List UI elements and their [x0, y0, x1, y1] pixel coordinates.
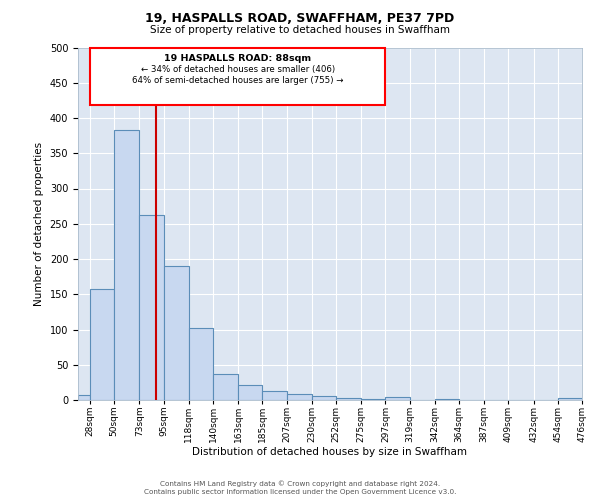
X-axis label: Distribution of detached houses by size in Swaffham: Distribution of detached houses by size …	[193, 448, 467, 458]
Bar	[78, 395, 90, 400]
Bar	[361, 398, 385, 400]
Bar	[262, 391, 287, 400]
Bar	[164, 266, 189, 400]
Text: 19, HASPALLS ROAD, SWAFFHAM, PE37 7PD: 19, HASPALLS ROAD, SWAFFHAM, PE37 7PD	[145, 12, 455, 26]
Bar	[385, 397, 410, 400]
Text: Size of property relative to detached houses in Swaffham: Size of property relative to detached ho…	[150, 25, 450, 35]
Text: ← 34% of detached houses are smaller (406): ← 34% of detached houses are smaller (40…	[141, 65, 335, 74]
Bar	[238, 385, 262, 400]
Text: Contains public sector information licensed under the Open Government Licence v3: Contains public sector information licen…	[144, 489, 456, 495]
Bar	[287, 394, 312, 400]
Bar	[114, 130, 139, 400]
Bar	[558, 398, 582, 400]
FancyBboxPatch shape	[90, 48, 385, 106]
Text: 64% of semi-detached houses are larger (755) →: 64% of semi-detached houses are larger (…	[132, 76, 344, 84]
Text: Contains HM Land Registry data © Crown copyright and database right 2024.: Contains HM Land Registry data © Crown c…	[160, 480, 440, 487]
Bar	[189, 328, 213, 400]
Bar	[312, 396, 336, 400]
Bar	[139, 214, 164, 400]
Bar	[90, 290, 114, 400]
Bar	[336, 398, 361, 400]
Y-axis label: Number of detached properties: Number of detached properties	[34, 142, 44, 306]
Bar	[213, 374, 238, 400]
Text: 19 HASPALLS ROAD: 88sqm: 19 HASPALLS ROAD: 88sqm	[164, 54, 311, 63]
